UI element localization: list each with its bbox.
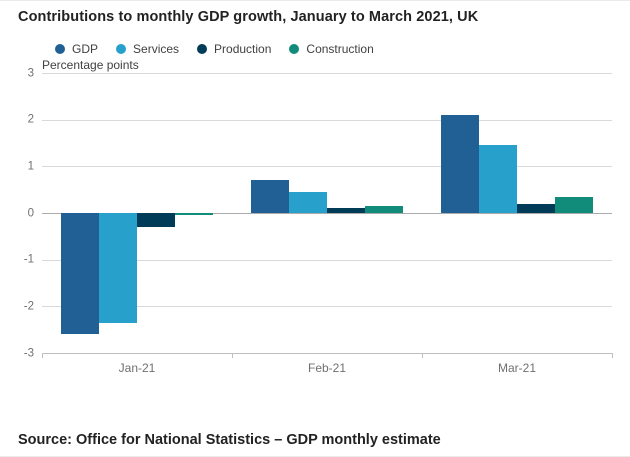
- legend-label-gdp: GDP: [72, 42, 99, 56]
- bar-gdp-jan-21[interactable]: [61, 213, 99, 335]
- x-category-label-jan-21: Jan-21: [118, 361, 156, 375]
- bar-production-feb-21[interactable]: [327, 208, 365, 213]
- gridline-3: [42, 73, 612, 74]
- x-axis-tick: [422, 353, 423, 358]
- bar-gdp-feb-21[interactable]: [251, 180, 289, 213]
- source-text: Source: Office for National Statistics –…: [18, 432, 441, 448]
- chart-title: Contributions to monthly GDP growth, Jan…: [18, 9, 479, 25]
- y-tick-label-2: 2: [27, 113, 34, 126]
- y-axis-unit-label: Percentage points: [42, 58, 139, 72]
- chart-legend: GDP Services Production Construction: [55, 42, 374, 56]
- x-axis-tick: [612, 353, 613, 358]
- gridline-0: [42, 213, 612, 214]
- bar-construction-jan-21[interactable]: [175, 213, 213, 216]
- legend-item-gdp[interactable]: GDP: [55, 42, 98, 56]
- x-category-label-feb-21: Feb-21: [307, 361, 347, 375]
- gridline-2: [42, 119, 612, 121]
- bar-construction-feb-21[interactable]: [365, 206, 403, 213]
- y-tick-label-0: 0: [27, 206, 34, 219]
- legend-item-production[interactable]: Production: [197, 42, 271, 56]
- legend-item-construction[interactable]: Construction: [289, 42, 374, 56]
- gridline--2: [42, 306, 612, 308]
- bar-production-mar-21[interactable]: [517, 203, 555, 213]
- gridline--1: [42, 259, 612, 261]
- services-legend-dot-icon: [116, 44, 127, 54]
- y-tick-label-1: 1: [27, 160, 34, 173]
- bar-services-mar-21[interactable]: [479, 145, 517, 213]
- x-category-label-mar-21: Mar-21: [497, 361, 537, 375]
- y-tick-label-3: 3: [27, 66, 34, 79]
- plot-area: 3 2 1 0 -1 -2 -3 Jan-21 Feb-21 Mar-21: [24, 67, 613, 375]
- legend-label-services: Services: [133, 42, 180, 56]
- y-tick-label--1: -1: [23, 253, 34, 266]
- bar-services-jan-21[interactable]: [99, 213, 137, 323]
- gridline--3: [42, 353, 612, 354]
- legend-label-production: Production: [214, 42, 272, 56]
- bar-construction-mar-21[interactable]: [555, 196, 593, 213]
- x-axis-tick: [232, 353, 233, 358]
- bar-production-jan-21[interactable]: [137, 213, 175, 227]
- gdp-legend-dot-icon: [55, 44, 65, 54]
- legend-label-construction: Construction: [306, 42, 374, 56]
- bar-gdp-mar-21[interactable]: [441, 115, 479, 213]
- gridline-1: [42, 166, 612, 168]
- construction-legend-dot-icon: [289, 44, 300, 54]
- legend-item-services[interactable]: Services: [116, 42, 179, 56]
- production-legend-dot-icon: [197, 44, 208, 54]
- x-axis-tick: [42, 353, 43, 358]
- bar-services-feb-21[interactable]: [289, 192, 327, 213]
- y-tick-label--2: -2: [23, 300, 34, 313]
- y-tick-label--3: -3: [23, 346, 34, 359]
